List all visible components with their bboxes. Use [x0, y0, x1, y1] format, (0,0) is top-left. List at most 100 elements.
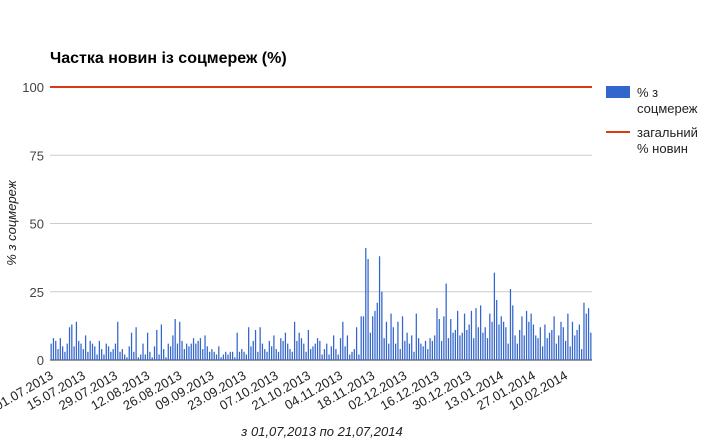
bar [98, 340, 101, 360]
bar [555, 343, 558, 360]
bar [525, 310, 528, 360]
bar [78, 340, 80, 360]
bar [323, 349, 326, 360]
bar [376, 302, 378, 360]
bar [367, 258, 369, 360]
bar [486, 338, 489, 360]
bar [463, 313, 466, 360]
bar [583, 302, 585, 360]
bar [112, 349, 114, 360]
legend-label: загальний [637, 125, 698, 140]
bar [266, 351, 268, 360]
bar [82, 349, 84, 360]
bar [381, 291, 383, 360]
bar [564, 340, 567, 360]
bar [307, 329, 310, 360]
bar [383, 338, 385, 360]
bar [144, 354, 146, 360]
bar [378, 256, 381, 360]
bar [199, 338, 202, 360]
bar [523, 335, 525, 360]
bar [369, 332, 372, 360]
bar [188, 346, 190, 360]
bar [438, 319, 440, 360]
bar [124, 354, 126, 360]
bar [225, 351, 227, 360]
bar [468, 324, 470, 360]
bar [149, 351, 151, 360]
bar [282, 340, 284, 360]
bar [512, 305, 514, 360]
bar [208, 351, 211, 360]
bar [71, 324, 73, 360]
bar [502, 321, 505, 360]
bar [243, 351, 245, 360]
bar [238, 351, 241, 360]
bar [250, 346, 252, 360]
x-axis-label: з 01,07,2013 по 21,07,2014 [240, 424, 402, 439]
bar [422, 346, 424, 360]
bar [110, 351, 112, 360]
bar [59, 338, 61, 360]
bar [500, 316, 502, 360]
bar [273, 335, 275, 360]
bar [337, 354, 339, 360]
bar [103, 354, 105, 360]
bar [121, 349, 123, 360]
bar [245, 354, 247, 360]
bar [167, 343, 169, 360]
bar [142, 343, 144, 360]
bar [73, 346, 75, 360]
bar [447, 338, 450, 360]
bar [346, 335, 349, 360]
bar [420, 343, 422, 360]
bar [493, 272, 496, 360]
bar [105, 343, 107, 360]
bar [75, 321, 78, 360]
bar [254, 329, 257, 360]
bar [413, 351, 415, 360]
bar [535, 335, 537, 360]
bar [360, 316, 362, 360]
bar [172, 335, 174, 360]
x-axis-ticks: 01.07.201315.07.201329.07.201312.08.2013… [0, 368, 570, 414]
bar [284, 332, 287, 360]
bar [310, 349, 312, 360]
bar [332, 335, 335, 360]
bar [374, 310, 376, 360]
bar [429, 338, 431, 360]
bar [133, 351, 135, 360]
bar [558, 335, 560, 360]
bar [163, 349, 165, 360]
bar [365, 248, 367, 360]
bar [401, 316, 404, 360]
bar [140, 354, 142, 360]
bar [220, 357, 222, 360]
bar [261, 343, 264, 360]
bar [66, 343, 68, 360]
bar [479, 305, 482, 360]
bar [213, 351, 215, 360]
bar [197, 340, 199, 360]
bar [514, 335, 516, 360]
bar [183, 349, 185, 360]
bar [130, 332, 133, 360]
y-tick-label: 100 [22, 80, 44, 95]
bar [452, 332, 454, 360]
bar [68, 327, 71, 360]
bar [312, 346, 314, 360]
bar [482, 332, 484, 360]
bar [215, 354, 218, 360]
bar [484, 327, 486, 360]
bar [445, 283, 447, 360]
bar [289, 349, 291, 360]
bar [305, 351, 307, 360]
bar [270, 346, 273, 360]
bar [390, 313, 392, 360]
bar [204, 335, 206, 360]
legend-label: соцмереж [637, 101, 698, 116]
bar [461, 332, 463, 360]
bar [434, 335, 436, 360]
bar [89, 340, 91, 360]
